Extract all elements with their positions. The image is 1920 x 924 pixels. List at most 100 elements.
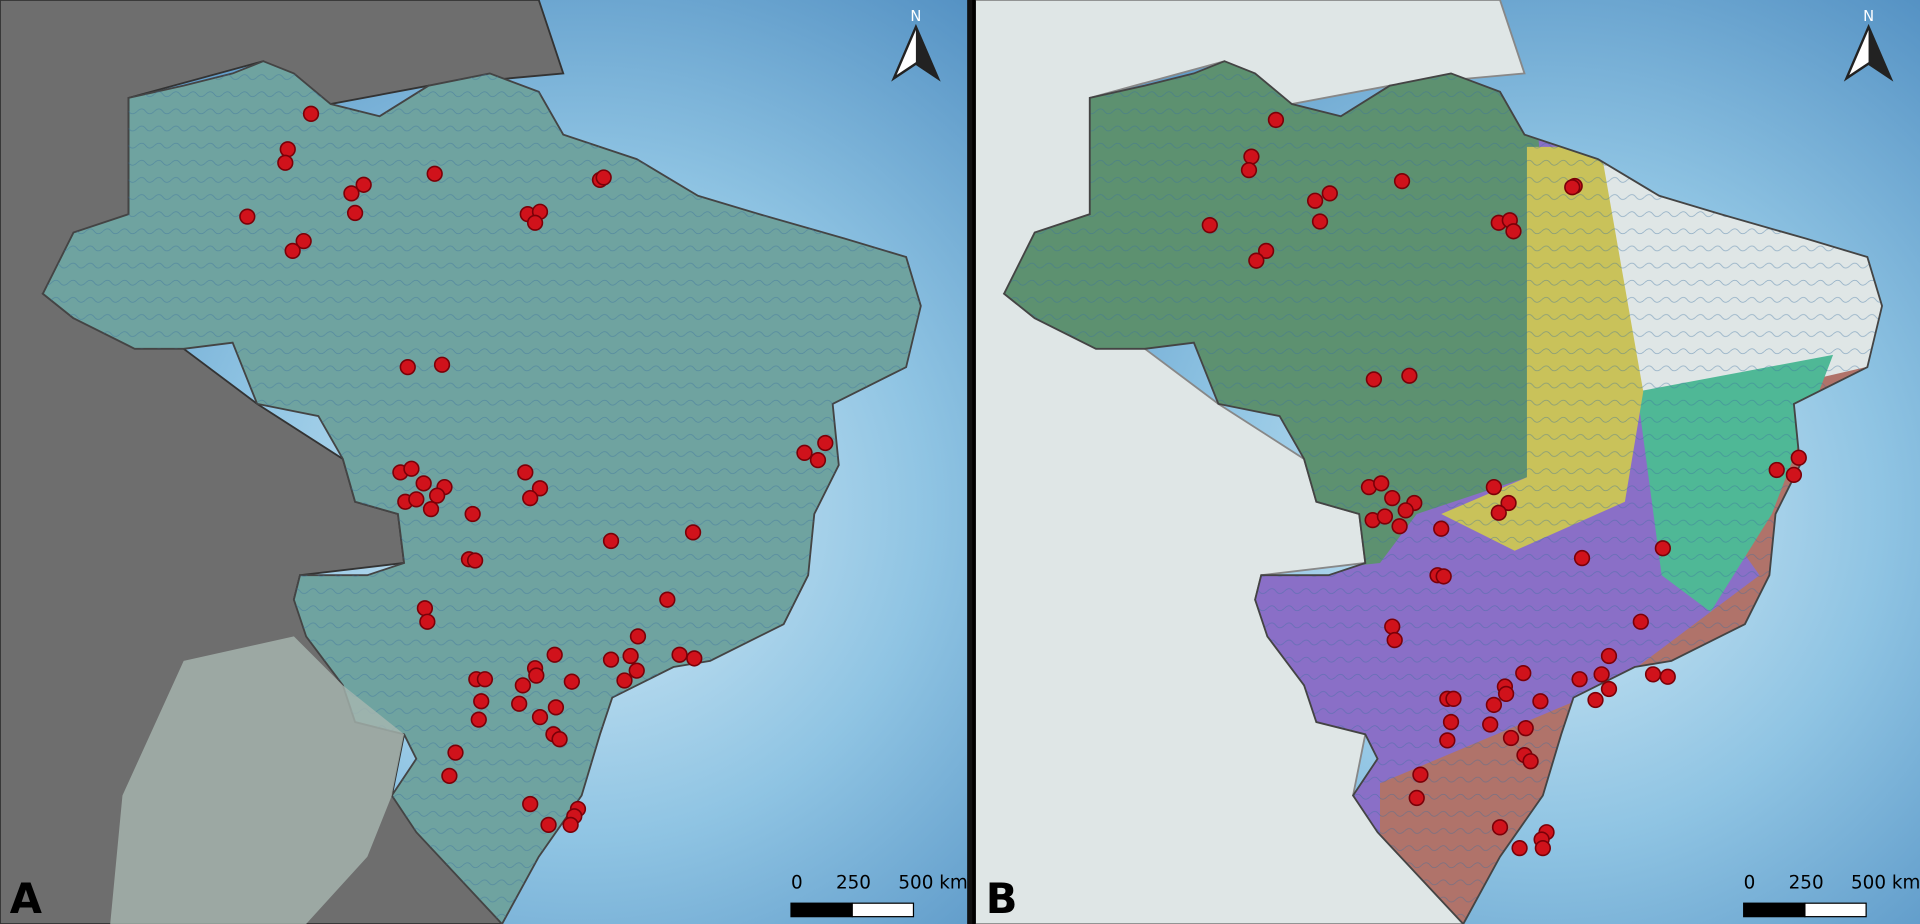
occurrence-point <box>595 169 612 186</box>
occurrence-point <box>659 591 676 608</box>
occurrence-point <box>1490 504 1507 521</box>
occurrence-point <box>629 628 647 645</box>
north-arrow-half <box>1868 26 1891 79</box>
occurrence-point <box>528 667 545 684</box>
occurrence-point <box>1306 192 1324 209</box>
occurrence-point <box>563 673 580 690</box>
occurrence-point <box>1497 685 1515 703</box>
occurrence-point <box>1311 213 1329 230</box>
occurrence-point <box>616 672 633 689</box>
scale-label: 0 <box>1744 873 1756 894</box>
occurrence-point <box>1482 716 1499 733</box>
occurrence-point <box>1790 449 1807 466</box>
occurrence-point <box>622 647 639 665</box>
occurrence-point <box>1511 839 1528 857</box>
occurrence-point <box>1442 713 1460 731</box>
occurrence-point <box>1593 666 1610 683</box>
occurrence-point <box>540 816 557 834</box>
occurrence-point <box>1632 613 1649 630</box>
occurrence-point <box>1321 185 1338 202</box>
occurrence-point <box>441 767 458 785</box>
occurrence-point <box>546 646 563 663</box>
brazil-rivers <box>42 61 921 924</box>
occurrence-point <box>522 489 539 507</box>
panel-b-map <box>975 0 1920 924</box>
occurrence-point <box>809 452 827 469</box>
occurrence-point <box>464 505 481 523</box>
brazil-outline <box>1002 60 1883 924</box>
occurrence-point <box>817 434 834 452</box>
occurrence-point <box>1485 696 1503 714</box>
occurrence-point <box>517 464 534 481</box>
occurrence-point <box>522 795 539 813</box>
scale-bar-black <box>1743 902 1806 918</box>
occurrence-point <box>470 711 487 728</box>
occurrence-point <box>473 693 490 710</box>
panel-label: A <box>10 874 42 923</box>
occurrence-point <box>466 552 484 569</box>
occurrence-point <box>1571 671 1588 688</box>
occurrence-point <box>1768 461 1785 479</box>
occurrence-point <box>1386 631 1403 649</box>
occurrence-point <box>551 731 568 748</box>
occurrence-point <box>1397 502 1414 519</box>
occurrence-point <box>1522 753 1539 770</box>
occurrence-point <box>1257 242 1275 260</box>
occurrence-point <box>426 165 443 182</box>
occurrence-point <box>1600 680 1618 698</box>
occurrence-point <box>1391 518 1408 535</box>
occurrence-point <box>277 154 294 171</box>
occurrence-point <box>1376 508 1394 525</box>
occurrence-point <box>416 600 434 617</box>
argentina-relief <box>110 636 405 924</box>
occurrence-point <box>399 359 416 376</box>
occurrence-point <box>1267 111 1285 129</box>
occurrence-point <box>1515 664 1532 682</box>
occurrence-point <box>1201 217 1218 234</box>
occurrence-point <box>419 613 436 630</box>
occurrence-point <box>1600 647 1618 665</box>
scale-label: 250 <box>1789 873 1824 894</box>
occurrence-point <box>684 524 702 541</box>
occurrence-point <box>1243 148 1260 165</box>
occurrence-point <box>796 444 813 461</box>
occurrence-point <box>1534 839 1551 857</box>
occurrence-point <box>302 105 320 122</box>
occurrence-point <box>433 356 451 373</box>
north-label: N <box>910 8 921 25</box>
occurrence-point <box>562 816 579 834</box>
occurrence-point <box>1485 478 1503 496</box>
occurrence-point <box>415 475 432 492</box>
occurrence-point <box>1412 766 1429 783</box>
occurrence-point <box>476 671 494 688</box>
occurrence-point <box>1445 690 1462 707</box>
occurrence-point <box>1500 494 1517 512</box>
occurrence-point <box>239 208 256 225</box>
occurrence-point <box>1532 693 1549 710</box>
occurrence-point <box>1248 252 1265 269</box>
occurrence-point <box>1491 819 1509 836</box>
occurrence-point <box>1573 549 1591 567</box>
occurrence-point <box>1644 666 1662 683</box>
occurrence-point <box>403 460 420 477</box>
occurrence-point <box>295 232 312 250</box>
occurrence-point <box>1384 489 1401 507</box>
scale-label: 500 km <box>898 873 967 894</box>
occurrence-point <box>1365 371 1383 388</box>
occurrence-point <box>408 491 425 508</box>
occurrence-point <box>602 532 620 550</box>
panel-label: B <box>986 874 1018 923</box>
occurrence-point <box>1393 172 1411 190</box>
occurrence-point <box>1408 789 1425 807</box>
occurrence-point <box>422 500 440 518</box>
scale-bar-white <box>1804 902 1867 918</box>
north-arrow-half <box>915 26 938 79</box>
occurrence-point <box>1439 732 1456 749</box>
occurrence-point <box>547 699 565 716</box>
occurrence-point <box>511 695 528 712</box>
occurrence-point <box>514 677 531 694</box>
occurrence-point <box>1401 367 1418 384</box>
occurrence-point <box>686 650 703 667</box>
occurrence-point <box>671 646 688 663</box>
occurrence-point <box>429 487 446 504</box>
